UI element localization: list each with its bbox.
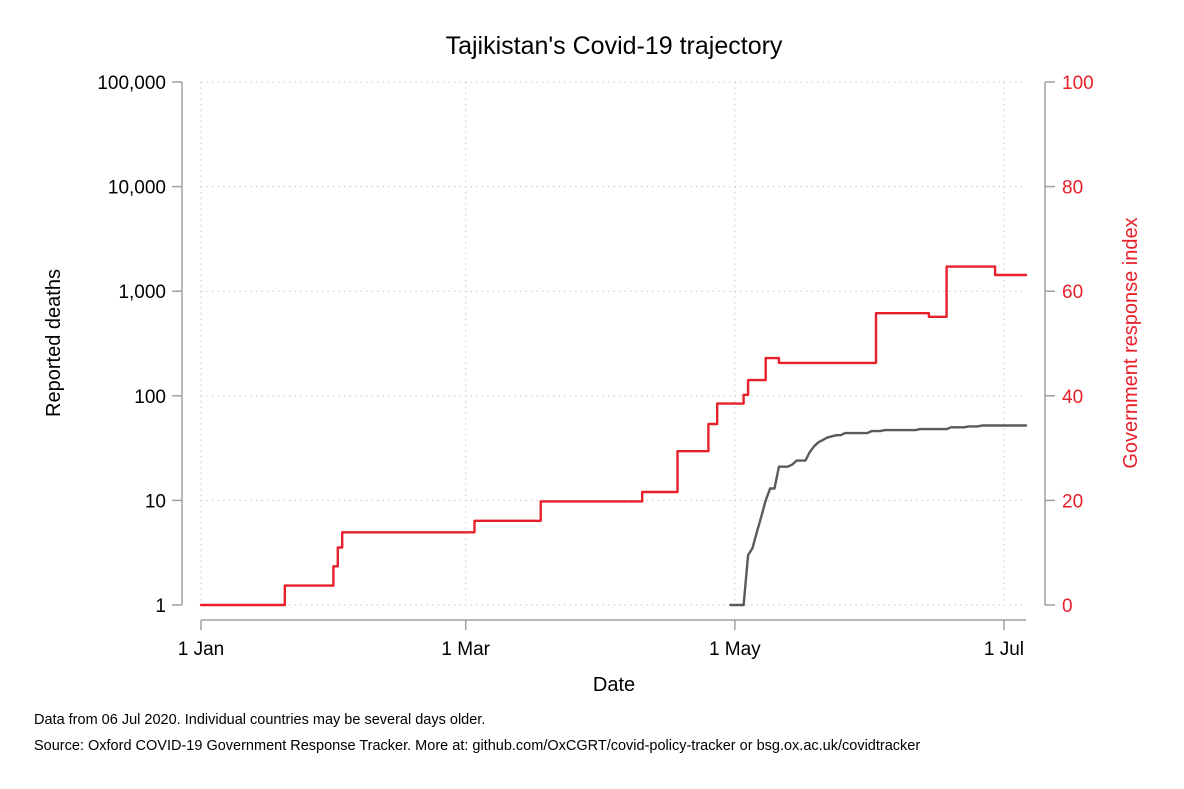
left-tick-label: 1 [155,596,166,617]
left-tick-label: 100,000 [97,73,166,94]
left-tick-label: 1,000 [118,282,166,303]
gridlines [200,81,1026,606]
x-tick-label: 1 Jul [984,639,1024,660]
right-axis-ticks: 0 20 40 60 80 100 [1045,73,1094,617]
left-tick-label: 10 [145,491,166,512]
series-lines [199,265,1028,607]
left-axis-ticks: 1 10 100 1,000 10,000 100,000 [97,73,182,617]
y-axis-right-title: Government response index [1120,217,1142,468]
covid-trajectory-chart: Tajikistan's Covid-19 trajectory 1101001… [43,32,1142,696]
footnote-data-date: Data from 06 Jul 2020. Individual countr… [34,712,486,728]
right-tick-label: 80 [1062,178,1083,199]
x-axis-title: Date [593,674,635,696]
x-tick-label: 1 Mar [441,639,490,660]
right-tick-label: 40 [1062,387,1083,408]
x-tick-label: 1 May [709,639,761,660]
right-tick-label: 100 [1062,73,1094,94]
chart-title: Tajikistan's Covid-19 trajectory [446,32,783,60]
right-tick-label: 60 [1062,282,1083,303]
right-tick-label: 0 [1062,596,1073,617]
y-axis-left-title: Reported deaths [43,269,65,417]
x-axis-ticks: 1 Jan 1 Mar 1 May 1 Jul [178,620,1024,660]
right-tick-label: 20 [1062,491,1083,512]
footnote-source: Source: Oxford COVID-19 Government Respo… [34,738,921,754]
left-tick-label: 10,000 [108,178,166,199]
left-tick-label: 100 [134,387,166,408]
government-response-index-line [199,265,1028,607]
reported-deaths-line [729,424,1028,607]
x-tick-label: 1 Jan [178,639,224,660]
